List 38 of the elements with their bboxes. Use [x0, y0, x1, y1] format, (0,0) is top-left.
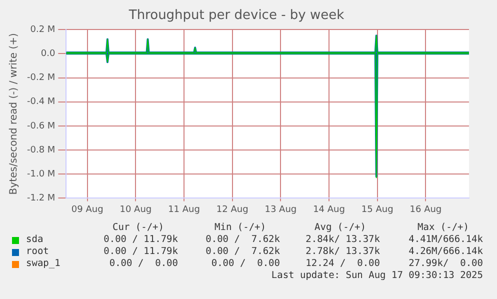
- x-tick-label: 13 Aug: [264, 204, 297, 215]
- text: 2.84k/ 13.37k: [306, 234, 380, 245]
- x-tick-label: 16 Aug: [410, 204, 442, 215]
- x-tick-label: 15 Aug: [361, 204, 394, 215]
- text: 0.00 / 11.79k: [104, 246, 178, 257]
- text: 12.24 / 0.00: [306, 258, 380, 269]
- text: 27.99k/ 0.00: [408, 258, 483, 269]
- text: Cur (-/+): [112, 222, 164, 233]
- y-axis-title: Bytes/second read (-) / write (+): [8, 33, 20, 195]
- text: 0.00 / 11.79k: [104, 234, 178, 245]
- x-tick-label: 14 Aug: [313, 204, 345, 215]
- y-tick-label: -0.2 M: [27, 73, 56, 84]
- text: Min (-/+): [214, 222, 266, 233]
- text: Max (-/+): [418, 222, 469, 233]
- y-tick-label: -1.2 M: [27, 194, 56, 204]
- x-tick-label: 11 Aug: [168, 204, 200, 215]
- y-tick-label: -1.0 M: [27, 169, 56, 180]
- y-tick-label: 0.2 M: [30, 24, 56, 35]
- text: Avg (-/+): [314, 222, 366, 233]
- legend-label: swap_1: [26, 258, 60, 269]
- text: 0.00 / 7.62k: [206, 246, 280, 257]
- text: 0.00 / 7.62k: [206, 234, 280, 245]
- text: 0.00 / 0.00: [109, 258, 178, 269]
- text: Last update: Sun Aug 17 09:30:13 2025: [271, 270, 483, 281]
- x-tick-label: 12 Aug: [216, 204, 248, 215]
- y-tick-label: 0.0: [40, 49, 56, 60]
- y-tick-label: -0.6 M: [27, 121, 56, 132]
- text: 0.00 / 0.00: [211, 258, 280, 269]
- text: 2.78k/ 13.37k: [306, 246, 380, 257]
- x-tick-label: 10 Aug: [120, 204, 152, 215]
- legend-label: sda: [26, 234, 44, 245]
- text: 4.26M/666.14k: [408, 246, 483, 257]
- text: 4.41M/666.14k: [408, 234, 483, 245]
- x-tick-label: 09 Aug: [71, 204, 104, 215]
- y-tick-label: -0.4 M: [27, 97, 56, 108]
- legend-label: root: [26, 246, 49, 257]
- y-tick-label: -0.8 M: [27, 145, 56, 156]
- chart-title: Throughput per device - by week: [128, 8, 345, 24]
